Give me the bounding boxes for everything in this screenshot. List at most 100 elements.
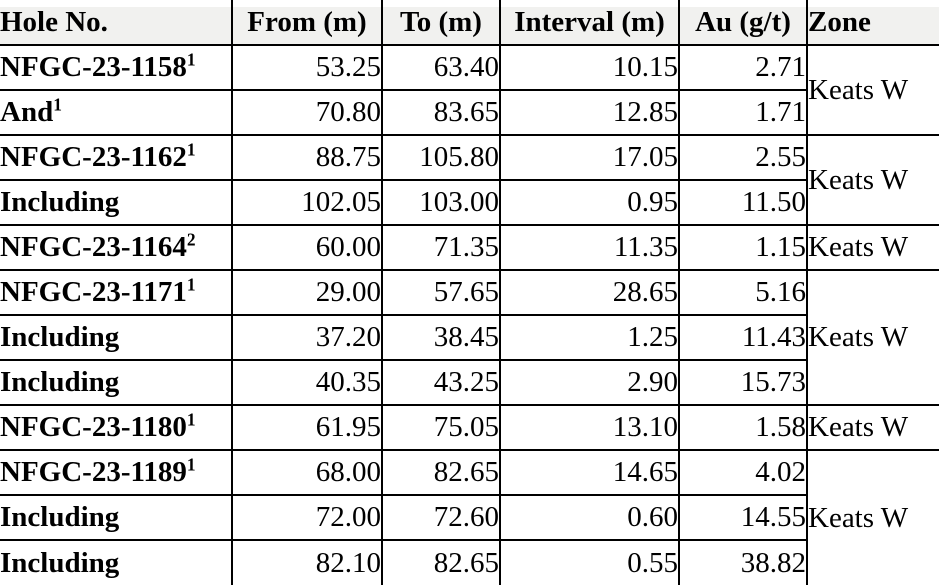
from-cell: 102.05 [232, 180, 383, 226]
to-cell: 72.60 [382, 495, 501, 541]
interval-cell: 13.10 [500, 405, 680, 451]
to-cell: 43.25 [382, 360, 501, 406]
table-row: Including 72.00 72.60 0.60 14.55 [0, 495, 939, 541]
au-cell: 15.73 [679, 360, 808, 406]
footnote-superscript: 1 [186, 409, 196, 430]
zone-cell: Keats W [807, 45, 939, 136]
table-header: Hole No. From (m) To (m) Interval (m) Au… [0, 0, 939, 46]
hole-no-label: NFGC-23-1171 [0, 276, 187, 308]
au-cell: 1.58 [679, 405, 808, 451]
from-cell: 82.10 [232, 540, 383, 585]
from-cell: 72.00 [232, 495, 383, 541]
interval-cell: 10.15 [500, 45, 680, 91]
interval-cell: 0.55 [500, 540, 680, 585]
au-cell: 1.15 [679, 225, 808, 271]
au-cell: 1.71 [679, 90, 808, 136]
interval-cell: 0.95 [500, 180, 680, 226]
hole-no-label: Including [0, 501, 120, 533]
header-to: To (m) [382, 0, 501, 46]
header-au: Au (g/t) [679, 0, 808, 46]
zone-cell: Keats W [808, 501, 909, 534]
hole-no-cell: NFGC-23-11642 [0, 225, 233, 271]
table-row: Including 37.20 38.45 1.25 11.43 [0, 315, 939, 361]
hole-no-cell: NFGC-23-11621 [0, 135, 233, 181]
interval-cell: 12.85 [500, 90, 680, 136]
from-cell: 40.35 [232, 360, 383, 406]
au-cell: 2.71 [679, 45, 808, 91]
footnote-superscript: 1 [186, 274, 196, 295]
interval-cell: 17.05 [500, 135, 680, 181]
hole-no-label: NFGC-23-1180 [0, 411, 187, 443]
hole-no-cell: And1 [0, 90, 233, 136]
hole-no-cell: Including [0, 180, 233, 226]
table-row: NFGC-23-11642 60.00 71.35 11.35 1.15 Kea… [0, 225, 939, 271]
to-cell: 103.00 [382, 180, 501, 226]
hole-no-cell: NFGC-23-11891 [0, 450, 233, 496]
table-row: NFGC-23-11581 53.25 63.40 10.15 2.71 Kea… [0, 45, 939, 136]
from-cell: 60.00 [232, 225, 383, 271]
hole-no-label: And [0, 96, 54, 128]
table-row: And1 70.80 83.65 12.85 1.71 [0, 90, 939, 136]
hole-no-label: Including [0, 546, 120, 579]
au-cell: 11.43 [679, 315, 808, 361]
zone-cell: Keats W [807, 405, 939, 451]
from-cell: 70.80 [232, 90, 383, 136]
au-cell: 4.02 [679, 450, 808, 496]
to-cell: 105.80 [382, 135, 501, 181]
footnote-superscript: 1 [186, 454, 196, 475]
au-cell: 38.82 [679, 540, 808, 585]
to-cell: 82.65 [382, 540, 501, 585]
from-cell: 29.00 [232, 270, 383, 316]
table-body: NFGC-23-11581 53.25 63.40 10.15 2.71 Kea… [0, 45, 939, 585]
hole-no-label: Including [0, 321, 120, 353]
table-row: NFGC-23-11711 29.00 57.65 28.65 5.16 Kea… [0, 270, 939, 406]
zone-cell: Keats W [807, 135, 939, 226]
from-cell: 68.00 [232, 450, 383, 496]
from-cell: 88.75 [232, 135, 383, 181]
hole-no-label: NFGC-23-1158 [0, 51, 187, 83]
zone-cell: Keats W [807, 270, 939, 406]
header-hole-no: Hole No. [0, 0, 233, 46]
footnote-superscript: 2 [186, 229, 196, 250]
from-cell: 37.20 [232, 315, 383, 361]
au-cell: 11.50 [679, 180, 808, 226]
footnote-superscript: 1 [186, 139, 196, 160]
header-from: From (m) [232, 0, 383, 46]
to-cell: 82.65 [382, 450, 501, 496]
hole-no-cell: Including [0, 360, 233, 406]
header-row: Hole No. From (m) To (m) Interval (m) Au… [0, 0, 939, 46]
to-cell: 38.45 [382, 315, 501, 361]
interval-cell: 14.65 [500, 450, 680, 496]
hole-no-label: NFGC-23-1164 [0, 231, 187, 263]
hole-no-label: Including [0, 186, 120, 218]
footnote-superscript: 1 [53, 94, 62, 115]
to-cell: 63.40 [382, 45, 501, 91]
header-interval: Interval (m) [500, 0, 680, 46]
footnote-superscript: 1 [186, 49, 196, 70]
to-cell: 71.35 [382, 225, 501, 271]
interval-cell: 0.60 [500, 495, 680, 541]
table-row: NFGC-23-11891 68.00 82.65 14.65 4.02 Kea… [0, 450, 939, 534]
hole-no-label: NFGC-23-1162 [0, 141, 187, 173]
interval-cell: 2.90 [500, 360, 680, 406]
hole-no-cell: NFGC-23-11581 [0, 45, 233, 91]
header-zone: Zone [807, 0, 939, 46]
to-cell: 83.65 [382, 90, 501, 136]
from-cell: 61.95 [232, 405, 383, 451]
to-cell: 57.65 [382, 270, 501, 316]
zone-cell: Keats W [807, 225, 939, 271]
table-row: Including 82.10 82.65 0.55 38.82 [0, 540, 939, 585]
hole-no-cell: Including [0, 315, 233, 361]
from-cell: 53.25 [232, 45, 383, 91]
table-row: Including 40.35 43.25 2.90 15.73 [0, 360, 939, 406]
table-row: Including 102.05 103.00 0.95 11.50 [0, 180, 939, 226]
hole-no-cell: NFGC-23-11711 [0, 270, 233, 316]
au-cell: 14.55 [679, 495, 808, 541]
hole-no-label: Including [0, 366, 120, 398]
interval-cell: 28.65 [500, 270, 680, 316]
interval-cell: 1.25 [500, 315, 680, 361]
interval-cell: 11.35 [500, 225, 680, 271]
hole-no-cell: NFGC-23-11801 [0, 405, 233, 451]
